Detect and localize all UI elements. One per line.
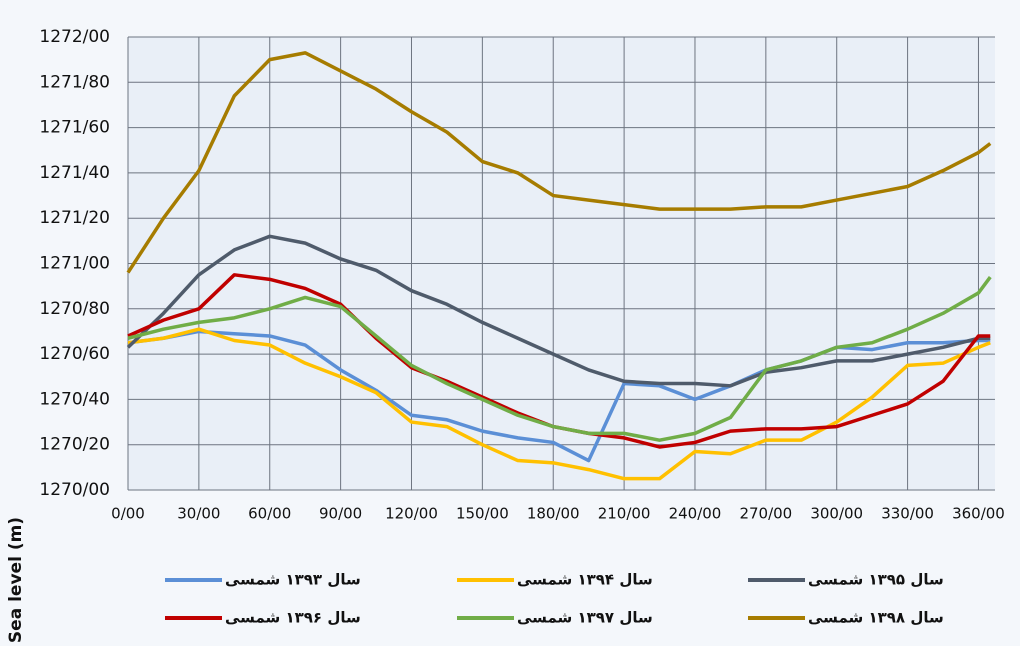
y-tick-label: 1271/20 bbox=[39, 208, 110, 228]
y-axis-label: Sea level (m) bbox=[6, 517, 26, 643]
x-tick-label: 240/00 bbox=[669, 505, 722, 523]
x-tick-label: 360/00 bbox=[952, 505, 1005, 523]
x-tick-label: 210/00 bbox=[598, 505, 651, 523]
y-tick-label: 1271/40 bbox=[39, 163, 110, 183]
y-tick-label: 1271/60 bbox=[39, 118, 110, 138]
y-tick-label: 1272/00 bbox=[39, 27, 110, 47]
legend-label: سال ۱۳۹۷ شمسی bbox=[517, 609, 653, 627]
x-tick-label: 270/00 bbox=[739, 505, 792, 523]
x-tick-label: 330/00 bbox=[881, 505, 934, 523]
x-tick-label: 180/00 bbox=[527, 505, 580, 523]
x-tick-label: 0/00 bbox=[111, 505, 145, 523]
legend-label: سال ۱۳۹۴ شمسی bbox=[517, 571, 653, 589]
x-tick-label: 300/00 bbox=[810, 505, 863, 523]
y-tick-label: 1270/40 bbox=[39, 389, 110, 409]
y-tick-label: 1271/80 bbox=[39, 72, 110, 92]
x-tick-label: 150/00 bbox=[456, 505, 509, 523]
legend-label: سال ۱۳۹۸ شمسی bbox=[808, 609, 944, 627]
y-tick-label: 1270/20 bbox=[39, 435, 110, 455]
x-tick-label: 30/00 bbox=[177, 505, 220, 523]
y-tick-label: 1271/00 bbox=[39, 254, 110, 274]
chart: Sea level (m) 1270/00 1270/20 1270/40 1270/… bbox=[0, 0, 1020, 646]
y-tick-label: 1270/80 bbox=[39, 299, 110, 319]
legend-label: سال ۱۳۹۵ شمسی bbox=[808, 571, 944, 589]
x-tick-label: 60/00 bbox=[248, 505, 291, 523]
x-tick-label: 120/00 bbox=[385, 505, 438, 523]
y-tick-label: 1270/00 bbox=[39, 480, 110, 500]
x-tick-label: 90/00 bbox=[319, 505, 362, 523]
y-tick-label: 1270/60 bbox=[39, 344, 110, 364]
legend-label: سال ۱۳۹۳ شمسی bbox=[225, 571, 361, 589]
legend-label: سال ۱۳۹۶ شمسی bbox=[225, 609, 361, 627]
